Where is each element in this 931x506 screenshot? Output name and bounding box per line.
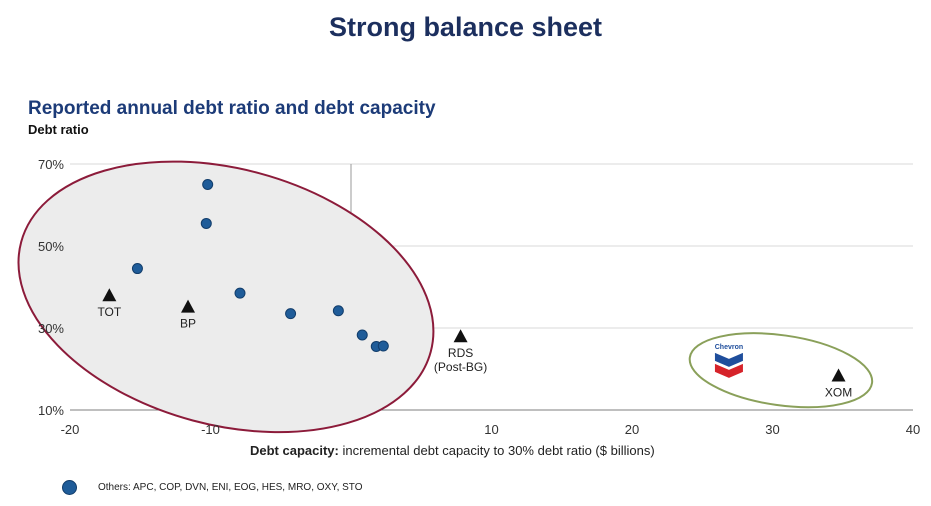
chart-title: Reported annual debt ratio and debt capa… [28,98,436,119]
point-label-sub: (Post-BG) [434,360,487,374]
point-label: XOM [825,386,852,400]
point-label: RDS [448,346,473,360]
data-point-circle [285,308,297,320]
page-title: Strong balance sheet [328,12,603,42]
data-point-triangle [102,288,117,302]
data-point-circle [234,287,246,299]
y-tick-label: 30% [38,321,64,336]
x-axis-title: Debt capacity: incremental debt capacity… [250,443,655,458]
x-tick-label: 20 [625,422,639,437]
data-point-circle [200,217,212,229]
data-point-circle [377,340,389,352]
x-tick-label: -20 [61,422,80,437]
cluster-ellipses [17,160,874,434]
axis-ticks: 10% 30% 50% 70% -20 -10 10 20 30 40 [38,157,920,437]
legend-label: Others: APC, COP, DVN, ENI, EOG, HES, MR… [98,482,363,493]
y-tick-label: 10% [38,403,64,418]
x-axis-title-bold: Debt capacity: [250,443,339,458]
data-points: TOT BP RDS(Post-BG) XOM [97,179,852,400]
x-tick-label: 30 [765,422,779,437]
data-point-triangle [831,368,846,382]
point-label: BP [180,317,196,331]
legend: Others: APC, COP, DVN, ENI, EOG, HES, MR… [62,480,363,495]
y-tick-label: 70% [38,157,64,172]
chevron-logo-wordmark: Chevron [715,344,743,351]
x-axis-title-rest: incremental debt capacity to 30% debt ra… [342,443,655,458]
y-tick-label: 50% [38,239,64,254]
y-axis-label: Debt ratio [28,122,89,137]
peer-cluster-ellipse [17,160,435,434]
data-point-circle [202,179,214,190]
data-point-triangle [453,329,468,343]
data-point-circle [356,329,368,341]
data-point-circle [332,305,344,317]
chevron-logo-lower [714,363,743,378]
data-point-circle [131,263,143,275]
x-tick-label: 40 [906,422,920,437]
chevron-logo: Chevron [715,344,743,378]
chevron-cluster-ellipse [688,332,874,409]
x-tick-label: 10 [484,422,498,437]
legend-circle-icon [62,480,77,495]
data-point-triangle [181,299,196,313]
point-label: TOT [97,305,121,319]
x-tick-label: -10 [201,422,220,437]
chevron-logo-upper [714,352,743,367]
